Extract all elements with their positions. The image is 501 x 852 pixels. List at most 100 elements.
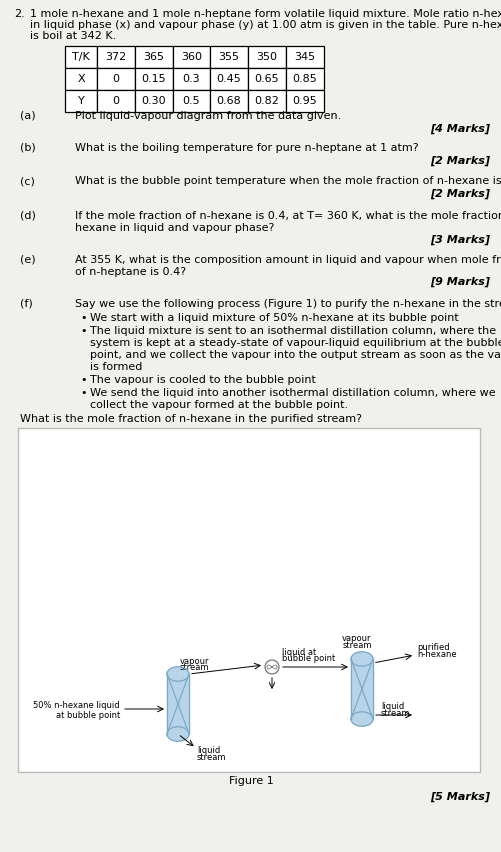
Text: 0.45: 0.45	[216, 74, 241, 84]
Text: (b): (b)	[20, 143, 36, 153]
Text: 0.5: 0.5	[182, 96, 200, 106]
Text: (e): (e)	[20, 255, 36, 265]
Ellipse shape	[350, 711, 372, 726]
Text: 0.68: 0.68	[216, 96, 241, 106]
Bar	[65, 46, 97, 68]
Text: T/K: T/K	[72, 52, 90, 62]
Bar	[209, 46, 247, 68]
Text: Plot liquid-vapour diagram from the data given.: Plot liquid-vapour diagram from the data…	[75, 111, 341, 121]
Text: •: •	[80, 313, 86, 323]
Text: What is the bubble point temperature when the mole fraction of n-hexane is 0.6?: What is the bubble point temperature whe…	[75, 176, 501, 186]
Bar	[97, 90, 135, 112]
Text: at bubble point: at bubble point	[56, 711, 120, 720]
Text: [4 Marks]: [4 Marks]	[429, 124, 489, 135]
Text: liquid at: liquid at	[282, 648, 316, 657]
Text: At 355 K, what is the composition amount in liquid and vapour when mole fraction: At 355 K, what is the composition amount…	[75, 255, 501, 265]
Text: liquid: liquid	[196, 746, 220, 755]
Text: (a): (a)	[20, 111, 36, 121]
Bar	[209, 90, 247, 112]
Text: bubble point: bubble point	[282, 654, 335, 663]
Text: stream: stream	[196, 753, 226, 762]
Text: What is the boiling temperature for pure n-heptane at 1 atm?: What is the boiling temperature for pure…	[75, 143, 418, 153]
Text: Y: Y	[78, 96, 84, 106]
Text: point, and we collect the vapour into the output stream as soon as the vapour: point, and we collect the vapour into th…	[90, 350, 501, 360]
Text: (f): (f)	[20, 299, 33, 309]
Text: [9 Marks]: [9 Marks]	[429, 277, 489, 287]
Text: 2.: 2.	[14, 9, 25, 19]
Text: 50% n-hexane liquid: 50% n-hexane liquid	[33, 701, 120, 710]
Ellipse shape	[167, 667, 188, 682]
Text: 0: 0	[112, 74, 119, 84]
Text: •: •	[80, 388, 86, 398]
Text: (c): (c)	[20, 176, 35, 186]
Text: stream: stream	[180, 663, 209, 672]
Text: If the mole fraction of n-hexane is 0.4, at T= 360 K, what is the mole fraction : If the mole fraction of n-hexane is 0.4,…	[75, 211, 501, 221]
Bar	[65, 68, 97, 90]
Text: 0: 0	[112, 96, 119, 106]
Bar	[247, 90, 286, 112]
Ellipse shape	[167, 727, 188, 741]
Text: vapour: vapour	[180, 657, 209, 666]
Text: 0.95: 0.95	[292, 96, 317, 106]
Text: stream: stream	[380, 709, 410, 718]
Text: The vapour is cooled to the bubble point: The vapour is cooled to the bubble point	[90, 375, 315, 385]
Text: •: •	[80, 375, 86, 385]
Bar	[247, 68, 286, 90]
Polygon shape	[167, 674, 188, 734]
Bar	[286, 68, 323, 90]
Text: We start with a liquid mixture of 50% n-hexane at its bubble point: We start with a liquid mixture of 50% n-…	[90, 313, 458, 323]
Bar	[209, 68, 247, 90]
Bar	[286, 90, 323, 112]
Bar	[286, 46, 323, 68]
Text: •: •	[80, 326, 86, 336]
Text: 350: 350	[256, 52, 277, 62]
Text: [2 Marks]: [2 Marks]	[429, 156, 489, 166]
Text: [2 Marks]: [2 Marks]	[429, 189, 489, 199]
Text: 0.30: 0.30	[141, 96, 166, 106]
Text: The liquid mixture is sent to an isothermal distillation column, where the: The liquid mixture is sent to an isother…	[90, 326, 495, 336]
Text: 345: 345	[294, 52, 315, 62]
Bar	[173, 46, 209, 68]
Text: of n-heptane is 0.4?: of n-heptane is 0.4?	[75, 267, 186, 277]
Text: purified: purified	[416, 643, 449, 652]
Text: 0.3: 0.3	[182, 74, 200, 84]
Text: in liquid phase (x) and vapour phase (y) at 1.00 atm is given in the table. Pure: in liquid phase (x) and vapour phase (y)…	[30, 20, 501, 30]
Text: 355: 355	[218, 52, 239, 62]
Text: 0.15: 0.15	[141, 74, 166, 84]
Bar	[97, 46, 135, 68]
Bar	[173, 68, 209, 90]
Text: hexane in liquid and vapour phase?: hexane in liquid and vapour phase?	[75, 223, 274, 233]
Text: is boil at 342 K.: is boil at 342 K.	[30, 31, 116, 41]
Text: collect the vapour formed at the bubble point.: collect the vapour formed at the bubble …	[90, 400, 347, 410]
Text: 0.85: 0.85	[292, 74, 317, 84]
Text: Figure 1: Figure 1	[228, 776, 273, 786]
Polygon shape	[350, 659, 372, 719]
Bar	[247, 46, 286, 68]
Text: We send the liquid into another isothermal distillation column, where we: We send the liquid into another isotherm…	[90, 388, 494, 398]
Bar	[18, 428, 479, 772]
Bar	[173, 90, 209, 112]
Text: 372: 372	[105, 52, 126, 62]
Text: 1 mole n-hexane and 1 mole n-heptane form volatile liquid mixture. Mole ratio n-: 1 mole n-hexane and 1 mole n-heptane for…	[30, 9, 501, 19]
Text: 365: 365	[143, 52, 164, 62]
Bar	[135, 46, 173, 68]
Text: [3 Marks]: [3 Marks]	[429, 235, 489, 245]
Text: system is kept at a steady-state of vapour-liquid equilibrium at the bubble: system is kept at a steady-state of vapo…	[90, 338, 501, 348]
Text: is formed: is formed	[90, 362, 142, 372]
Bar	[97, 68, 135, 90]
Text: 0.82: 0.82	[254, 96, 279, 106]
Text: 0.65: 0.65	[254, 74, 279, 84]
Text: (d): (d)	[20, 211, 36, 221]
Bar	[135, 90, 173, 112]
Bar	[135, 68, 173, 90]
Ellipse shape	[350, 652, 372, 666]
Text: liquid: liquid	[380, 702, 403, 711]
Bar	[65, 90, 97, 112]
Text: What is the mole fraction of n-hexane in the purified stream?: What is the mole fraction of n-hexane in…	[20, 414, 361, 424]
Text: n-hexane: n-hexane	[416, 650, 456, 659]
Text: vapour: vapour	[342, 634, 371, 643]
Text: stream: stream	[342, 641, 371, 650]
Text: X: X	[77, 74, 85, 84]
Text: Say we use the following process (Figure 1) to purify the n-hexane in the stream: Say we use the following process (Figure…	[75, 299, 501, 309]
Text: 360: 360	[181, 52, 201, 62]
